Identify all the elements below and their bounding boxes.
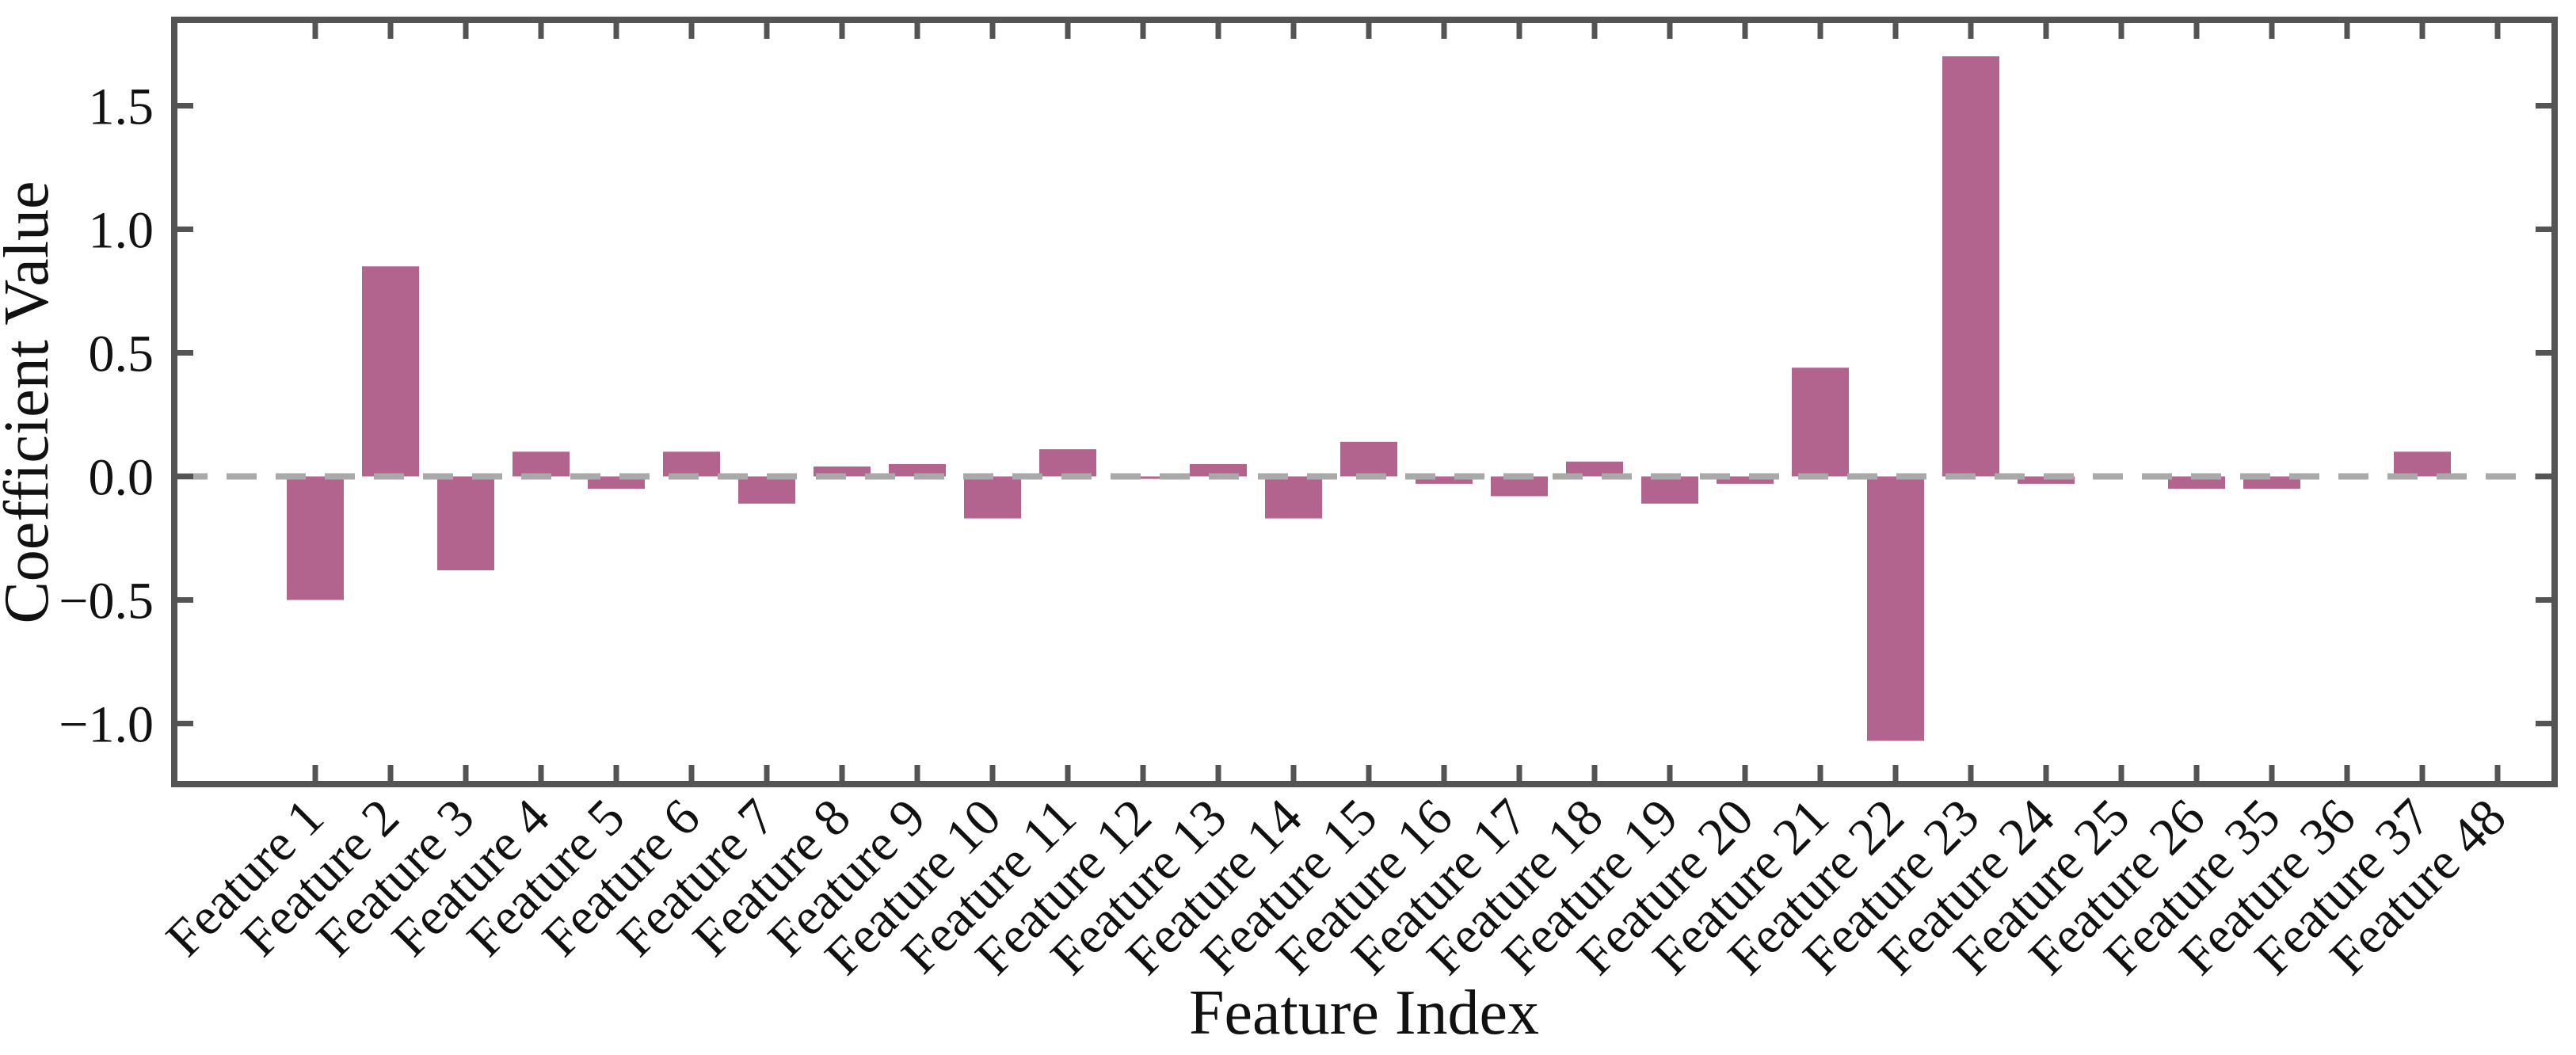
bar-feature-12 — [1115, 476, 1172, 479]
bar-feature-23 — [1942, 56, 1999, 477]
bar-feature-16 — [1416, 476, 1473, 484]
bar-feature-3 — [437, 476, 494, 571]
x-axis-label: Feature Index — [1189, 978, 1539, 1048]
bar-feature-37 — [2394, 451, 2451, 477]
y-tick-label: 1.5 — [89, 78, 154, 136]
bar-feature-21 — [1792, 368, 1849, 477]
axes-group — [171, 17, 2558, 787]
bar-feature-11 — [1039, 449, 1096, 477]
bar-feature-1 — [287, 476, 344, 600]
bars-group — [287, 56, 2451, 741]
y-tick-label: −1.0 — [59, 696, 154, 754]
bar-feature-14 — [1265, 476, 1322, 519]
bar-feature-20 — [1717, 476, 1774, 484]
bar-feature-17 — [1491, 476, 1548, 497]
bar-feature-22 — [1867, 476, 1924, 741]
y-tick-label: 1.0 — [89, 202, 154, 260]
bar-feature-15 — [1340, 441, 1397, 477]
bar-feature-6 — [663, 451, 720, 477]
y-tick-label: −0.5 — [59, 573, 154, 630]
bar-feature-18 — [1566, 461, 1623, 477]
bar-feature-2 — [362, 266, 419, 477]
bar-feature-10 — [964, 476, 1021, 519]
y-axis-label: Coefficient Value — [0, 181, 62, 623]
bar-feature-19 — [1641, 476, 1698, 504]
bar-feature-7 — [738, 476, 795, 504]
y-tick-label: 0.0 — [89, 449, 154, 507]
plot-border — [171, 17, 2558, 787]
bar-feature-4 — [513, 451, 570, 477]
bar-feature-24 — [2018, 476, 2075, 484]
y-tick-label: 0.5 — [89, 326, 154, 383]
